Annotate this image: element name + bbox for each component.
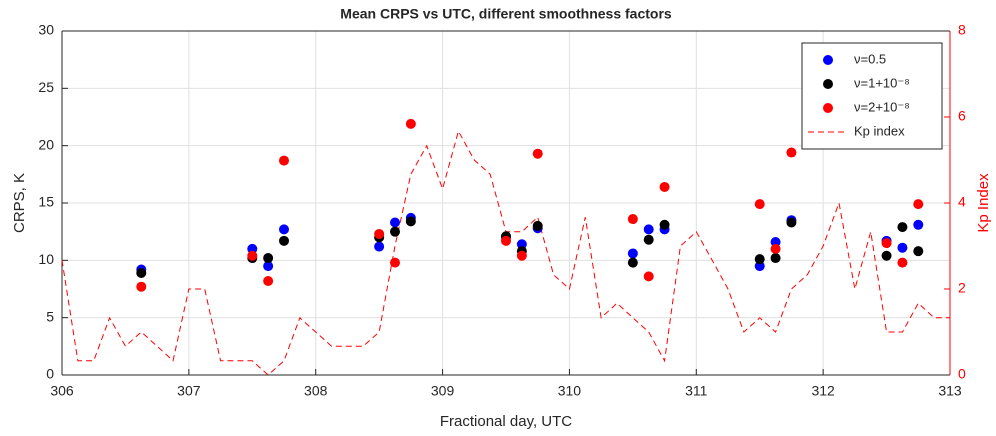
x-tick-label: 310 [558,383,582,399]
y2-tick-label: 0 [958,366,966,382]
point [279,155,289,166]
y2-tick-label: 2 [958,280,966,296]
legend: ν=0.5 ν=1+10⁻⁸ ν=2+10⁻⁸ Kp index [801,42,943,150]
y-tick-label: 30 [38,22,54,38]
point [643,234,654,245]
point [263,253,274,264]
point [659,219,670,230]
point [913,219,924,230]
point [405,216,416,227]
point [390,217,400,228]
y2-axis-label: Kp Index [975,173,992,233]
y-axis-label: CRPS, K [11,173,28,233]
point [786,217,797,228]
x-tick-label: 307 [177,383,201,399]
x-tick-label: 312 [811,383,835,399]
legend-swatch [823,103,833,113]
point [390,257,400,268]
y-tick-label: 25 [38,79,54,95]
point [263,261,274,272]
point [881,238,892,249]
point [881,250,892,261]
point [643,224,654,235]
point [897,257,908,268]
y-tick-label: 5 [46,308,54,324]
point [279,224,289,235]
point [390,226,400,237]
point [754,254,765,265]
point [770,253,781,264]
point [136,267,147,278]
point [516,250,527,261]
point [405,118,416,129]
point [659,181,670,192]
point [374,241,385,252]
point [897,222,908,233]
x-axis-label: Fractional day, UTC [440,413,572,430]
chart-title: Mean CRPS vs UTC, different smoothness f… [340,6,672,22]
x-tick-label: 309 [431,383,455,399]
legend-label: ν=2+10⁻⁸ [854,99,910,114]
y2-tick-label: 4 [958,194,966,210]
x-tick-label: 306 [50,383,74,399]
y-tick-label: 20 [38,136,54,152]
point [754,199,765,210]
y2-tick-label: 8 [958,22,966,38]
point [643,271,654,282]
legend-swatch [823,79,833,89]
point [913,199,924,210]
point [516,239,527,250]
y-tick-label: 15 [38,194,54,210]
legend-label: ν=1+10⁻⁸ [854,75,910,90]
y2-tick-label: 6 [958,108,966,124]
point [532,148,543,159]
point [770,243,781,254]
point [627,257,638,268]
point [279,235,289,246]
x-tick-label: 311 [685,383,708,399]
point [627,214,638,225]
point [913,246,924,257]
legend-swatch [823,55,833,65]
point [770,236,781,247]
legend-label: Kp index [854,123,905,138]
y-tick-label: 10 [38,251,54,267]
x-tick-label: 308 [304,383,328,399]
legend-label: ν=0.5 [854,51,886,66]
y-tick-label: 0 [46,366,54,382]
point [754,261,765,272]
point [897,242,908,253]
point [263,275,274,286]
point [501,235,511,246]
point [786,147,797,158]
point [247,243,258,254]
x-tick-label: 313 [938,383,962,399]
point [247,250,258,261]
point [532,220,543,231]
point [374,228,385,239]
point [136,281,147,292]
point [627,248,638,259]
